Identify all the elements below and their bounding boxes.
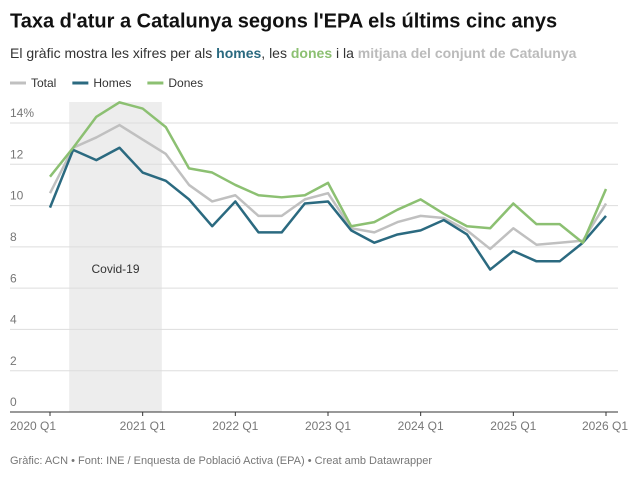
footer: Gràfic: ACN • Font: INE / Enquesta de Po… <box>10 455 432 467</box>
subtitle-part: , les <box>261 45 291 61</box>
y-tick-label: 4 <box>10 313 17 327</box>
y-tick-label: 6 <box>10 271 17 285</box>
subtitle-part: i la <box>332 45 358 61</box>
x-tick-label: 2023 Q1 <box>305 419 351 433</box>
y-tick-label: 2 <box>10 354 17 368</box>
legend-label: Homes <box>93 76 131 90</box>
x-tick-label: 2026 Q1 <box>582 419 628 433</box>
chart-subtitle: El gràfic mostra les xifres per als home… <box>10 45 577 61</box>
chart-title: Taxa d'atur a Catalunya segons l'EPA els… <box>10 10 557 32</box>
line-homes <box>48 146 607 271</box>
x-tick-label: 2025 Q1 <box>490 419 536 433</box>
x-tick-label: 2022 Q1 <box>212 419 258 433</box>
line-total <box>48 123 608 251</box>
subtitle-part: El gràfic mostra les xifres per als <box>10 45 216 61</box>
y-tick-label: 10 <box>10 189 24 203</box>
y-tick-label: 0 <box>10 395 17 409</box>
subtitle-part: mitjana del conjunt de Catalunya <box>358 45 577 61</box>
subtitle-part: homes <box>216 45 261 61</box>
x-tick-label: 2024 Q1 <box>398 419 444 433</box>
y-tick-label: 12 <box>10 147 24 161</box>
x-tick-label: 2020 Q1 <box>10 419 56 433</box>
legend-label: Dones <box>168 76 203 90</box>
line-dones <box>49 101 608 244</box>
y-tick-label: 8 <box>10 230 17 244</box>
subtitle-part: dones <box>291 45 332 61</box>
x-tick-label: 2021 Q1 <box>120 419 166 433</box>
y-tick-label: 14% <box>10 106 34 120</box>
covid-label: Covid-19 <box>91 262 139 276</box>
legend-label: Total <box>31 76 56 90</box>
